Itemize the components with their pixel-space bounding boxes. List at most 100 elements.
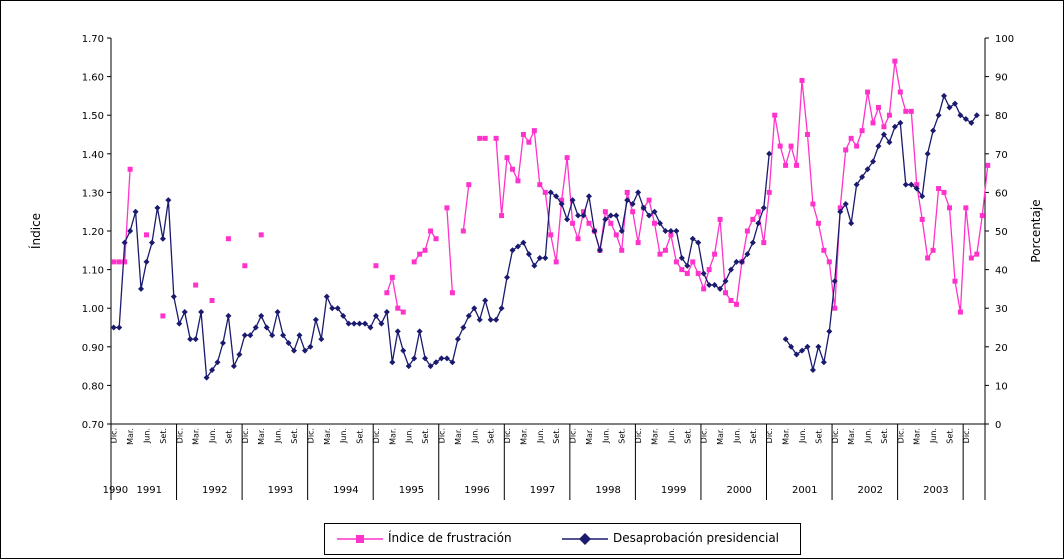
frustracion-point [810,201,816,207]
frustracion-point [646,197,652,203]
frustracion-point [395,305,401,311]
frustracion-point [537,182,543,188]
desaprobacion-point [684,262,691,269]
frustracion-point [925,255,931,261]
desaprobacion-point [646,212,653,219]
x-tick-label: Set. [945,428,954,444]
x-tick-label: Dic. [896,428,905,443]
desaprobacion-point [809,366,816,373]
x-tick-label: Jun. [732,428,741,444]
frustracion-point [400,309,406,315]
right-tick-label: 50 [995,227,1008,238]
desaprobacion-point [351,320,358,327]
desaprobacion-point [138,285,145,292]
frustracion-point [712,251,718,257]
desaprobacion-point [110,324,117,331]
frustracion-point [581,209,587,215]
desaprobacion-point [733,258,740,265]
frustracion-line [386,274,404,313]
x-tick-label: Mar. [716,428,725,445]
frustracion-point [144,232,150,238]
desaprobacion-point [695,239,702,246]
right-tick-label: 70 [995,150,1008,161]
year-label: 2001 [792,485,817,496]
desaprobacion-point [367,324,374,331]
desaprobacion-point [460,324,467,331]
frustracion-point [657,251,663,257]
x-tick-label: Mar. [585,428,594,445]
desaprobacion-point [116,324,123,331]
x-tick-label: Dic. [765,428,774,443]
desaprobacion-point [192,336,199,343]
frustracion-point [613,232,619,238]
desaprobacion-point [618,228,625,234]
frustracion-point [750,216,756,222]
desaprobacion-point [826,328,833,335]
frustracion-point [127,166,133,172]
desaprobacion-point [405,363,412,370]
desaprobacion-point [531,262,538,269]
frustracion-line [113,169,131,263]
frustracion-point [548,232,554,238]
desaprobacion-point [170,293,177,300]
desaprobacion-point [209,366,216,373]
desaprobacion-point [154,204,161,211]
x-tick-label: Set. [880,428,889,444]
x-tick-label: Jun. [929,428,938,444]
frustracion-point [684,270,690,276]
frustracion-point [772,112,778,118]
x-tick-label: Mar. [388,428,397,445]
desaprobacion-point [558,200,565,207]
desaprobacion-point [274,309,281,316]
frustracion-point [723,290,729,296]
x-tick-label: Set. [552,428,561,444]
desaprobacion-point [820,359,827,366]
desaprobacion-point [236,351,243,358]
x-tick-label: Jun. [405,428,414,444]
desaprobacion-point [312,316,319,323]
desaprobacion-point [673,228,680,234]
desaprobacion-point [471,305,478,312]
frustracion-point [701,286,707,292]
year-label: 1992 [202,485,227,496]
desaprobacion-point [269,332,276,339]
frustracion-point [854,143,860,149]
frustracion-point [652,220,658,226]
desaprobacion-point [848,220,855,227]
x-tick-label: Set. [487,428,496,444]
desaprobacion-point [569,197,576,204]
right-tick-label: 0 [995,420,1001,431]
desaprobacion-point [607,212,614,219]
desaprobacion-point [755,220,762,227]
desaprobacion-point [378,320,385,327]
frustracion-point [979,213,985,219]
desaprobacion-point [880,131,887,138]
desaprobacion-point [307,343,314,350]
desaprobacion-point [973,112,980,119]
frustracion-point [586,220,592,226]
desaprobacion-point [793,351,800,358]
frustracion-point [559,197,565,203]
desaprobacion-point [241,332,248,339]
x-tick-label: Jun. [143,428,152,444]
year-label: 1998 [595,485,620,496]
year-label: 1999 [661,485,686,496]
x-tick-label: Dic. [569,428,578,443]
desaprobacion-point [536,255,543,262]
desaprobacion-point [962,116,969,123]
frustracion-point [602,209,608,215]
desaprobacion-point [487,316,494,323]
desaprobacion-point [520,239,527,246]
desaprobacion-point [913,185,920,192]
left-tick-label: 1.40 [82,150,104,161]
desaprobacion-point [706,282,713,289]
frustracion-point [717,216,723,222]
legend-label-desaprobacion: Desaprobación presidencial [613,531,780,545]
right-tick-label: 60 [995,188,1008,199]
desaprobacion-point [946,104,953,111]
x-tick-label: Dic. [110,428,119,443]
frustracion-point [875,104,881,110]
desaprobacion-point [722,278,729,285]
year-label: 2002 [858,485,883,496]
